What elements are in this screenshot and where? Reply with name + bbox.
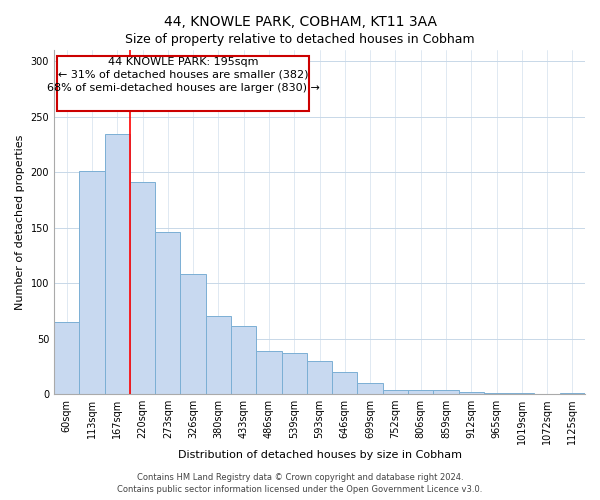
Bar: [281, 353, 307, 394]
FancyBboxPatch shape: [56, 56, 310, 111]
Bar: [181, 274, 206, 394]
Bar: [307, 361, 332, 394]
Bar: [408, 390, 433, 394]
Bar: [458, 392, 484, 394]
Bar: [332, 372, 358, 394]
Bar: [509, 393, 535, 394]
Bar: [231, 326, 256, 394]
Y-axis label: Number of detached properties: Number of detached properties: [15, 134, 25, 310]
Bar: [256, 351, 281, 394]
Text: Size of property relative to detached houses in Cobham: Size of property relative to detached ho…: [125, 32, 475, 46]
Bar: [54, 322, 79, 394]
Bar: [484, 393, 509, 394]
Bar: [104, 134, 130, 394]
Bar: [433, 390, 458, 394]
X-axis label: Distribution of detached houses by size in Cobham: Distribution of detached houses by size …: [178, 450, 461, 460]
Bar: [560, 393, 585, 394]
Bar: [79, 171, 104, 394]
Text: 44, KNOWLE PARK, COBHAM, KT11 3AA: 44, KNOWLE PARK, COBHAM, KT11 3AA: [163, 15, 437, 29]
Bar: [206, 316, 231, 394]
Bar: [130, 182, 155, 394]
Bar: [358, 383, 383, 394]
Text: Contains HM Land Registry data © Crown copyright and database right 2024.
Contai: Contains HM Land Registry data © Crown c…: [118, 472, 482, 494]
Text: 44 KNOWLE PARK: 195sqm
← 31% of detached houses are smaller (382)
68% of semi-de: 44 KNOWLE PARK: 195sqm ← 31% of detached…: [47, 56, 319, 93]
Bar: [383, 390, 408, 394]
Bar: [155, 232, 181, 394]
